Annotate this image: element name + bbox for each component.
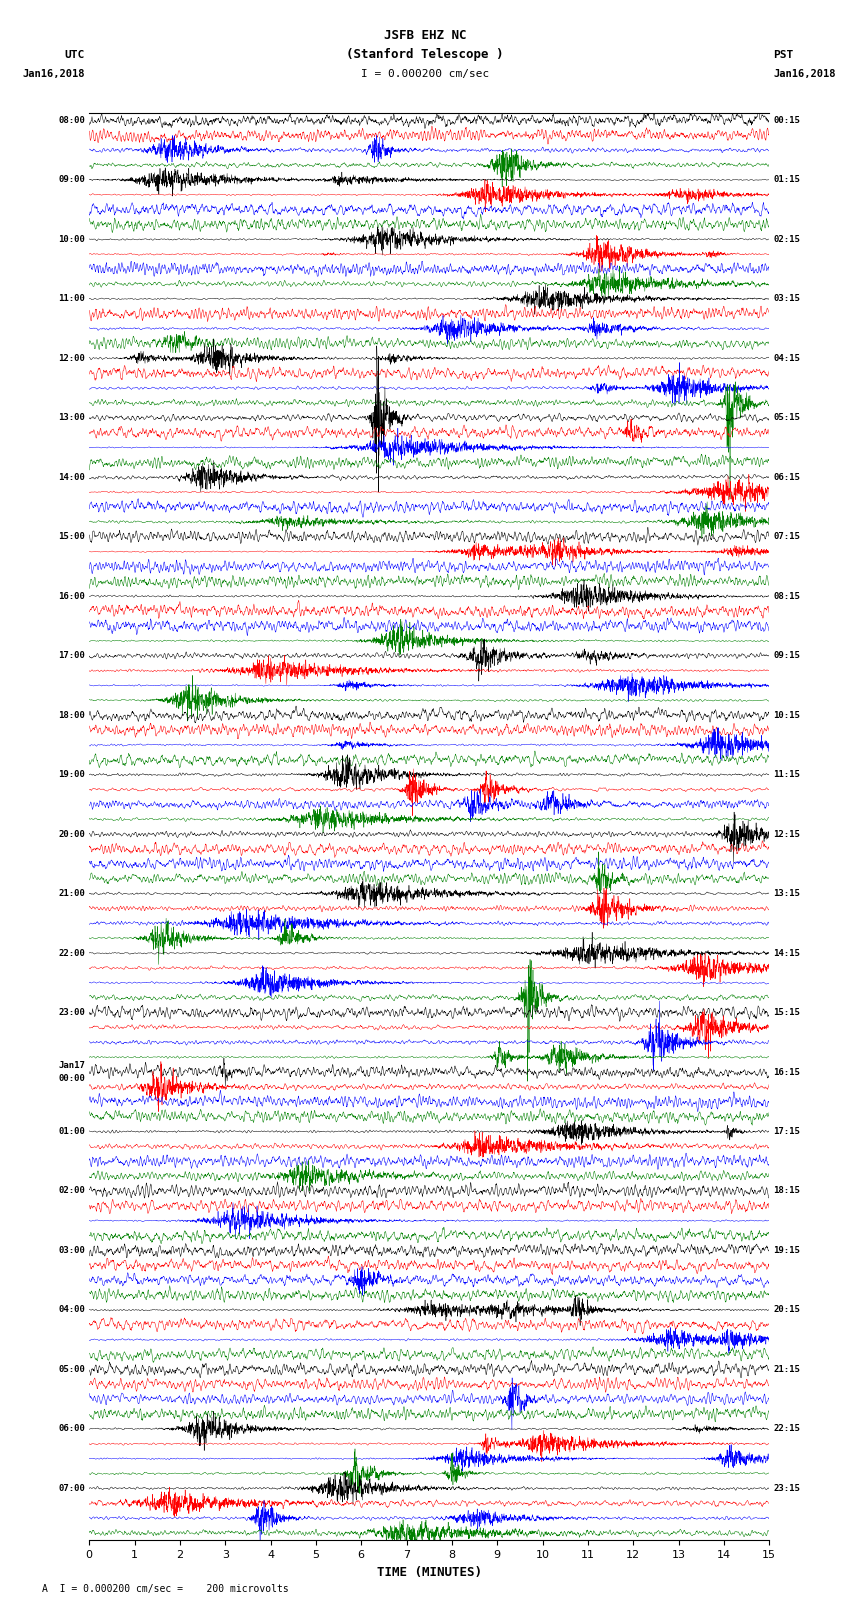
Text: 22:15: 22:15 xyxy=(774,1424,801,1434)
Text: 23:00: 23:00 xyxy=(58,1008,85,1018)
Text: 04:15: 04:15 xyxy=(774,353,801,363)
Text: (Stanford Telescope ): (Stanford Telescope ) xyxy=(346,48,504,61)
Text: 16:00: 16:00 xyxy=(58,592,85,600)
Text: 20:00: 20:00 xyxy=(58,829,85,839)
Text: UTC: UTC xyxy=(65,50,85,60)
Text: 17:15: 17:15 xyxy=(774,1127,801,1136)
Text: 14:00: 14:00 xyxy=(58,473,85,482)
Text: 02:00: 02:00 xyxy=(58,1187,85,1195)
Text: 09:00: 09:00 xyxy=(58,176,85,184)
Text: 00:15: 00:15 xyxy=(774,116,801,124)
Text: 01:15: 01:15 xyxy=(774,176,801,184)
Text: 21:00: 21:00 xyxy=(58,889,85,898)
Text: 07:15: 07:15 xyxy=(774,532,801,542)
Text: 11:15: 11:15 xyxy=(774,769,801,779)
Text: 13:15: 13:15 xyxy=(774,889,801,898)
Text: 15:00: 15:00 xyxy=(58,532,85,542)
Text: 18:00: 18:00 xyxy=(58,711,85,719)
Text: 16:15: 16:15 xyxy=(774,1068,801,1076)
Text: I = 0.000200 cm/sec: I = 0.000200 cm/sec xyxy=(361,69,489,79)
Text: A  I = 0.000200 cm/sec =    200 microvolts: A I = 0.000200 cm/sec = 200 microvolts xyxy=(42,1584,289,1594)
Text: 13:00: 13:00 xyxy=(58,413,85,423)
Text: PST: PST xyxy=(774,50,794,60)
Text: 12:15: 12:15 xyxy=(774,829,801,839)
Text: 03:00: 03:00 xyxy=(58,1245,85,1255)
Text: 08:00: 08:00 xyxy=(58,116,85,124)
Text: 11:00: 11:00 xyxy=(58,294,85,303)
Text: 10:00: 10:00 xyxy=(58,235,85,244)
Text: 20:15: 20:15 xyxy=(774,1305,801,1315)
Text: Jan16,2018: Jan16,2018 xyxy=(22,69,85,79)
Text: JSFB EHZ NC: JSFB EHZ NC xyxy=(383,29,467,42)
Text: 00:00: 00:00 xyxy=(58,1074,85,1082)
Text: 19:15: 19:15 xyxy=(774,1245,801,1255)
Text: 06:00: 06:00 xyxy=(58,1424,85,1434)
Text: 12:00: 12:00 xyxy=(58,353,85,363)
Text: Jan16,2018: Jan16,2018 xyxy=(774,69,836,79)
Text: 05:00: 05:00 xyxy=(58,1365,85,1374)
Text: 06:15: 06:15 xyxy=(774,473,801,482)
Text: 03:15: 03:15 xyxy=(774,294,801,303)
Text: 05:15: 05:15 xyxy=(774,413,801,423)
Text: 09:15: 09:15 xyxy=(774,652,801,660)
Text: 15:15: 15:15 xyxy=(774,1008,801,1018)
X-axis label: TIME (MINUTES): TIME (MINUTES) xyxy=(377,1566,482,1579)
Text: 14:15: 14:15 xyxy=(774,948,801,958)
Text: 19:00: 19:00 xyxy=(58,769,85,779)
Text: 10:15: 10:15 xyxy=(774,711,801,719)
Text: 18:15: 18:15 xyxy=(774,1187,801,1195)
Text: 07:00: 07:00 xyxy=(58,1484,85,1494)
Text: 17:00: 17:00 xyxy=(58,652,85,660)
Text: Jan17: Jan17 xyxy=(58,1061,85,1069)
Text: 01:00: 01:00 xyxy=(58,1127,85,1136)
Text: 02:15: 02:15 xyxy=(774,235,801,244)
Text: 22:00: 22:00 xyxy=(58,948,85,958)
Text: 21:15: 21:15 xyxy=(774,1365,801,1374)
Text: 23:15: 23:15 xyxy=(774,1484,801,1494)
Text: 04:00: 04:00 xyxy=(58,1305,85,1315)
Text: 08:15: 08:15 xyxy=(774,592,801,600)
